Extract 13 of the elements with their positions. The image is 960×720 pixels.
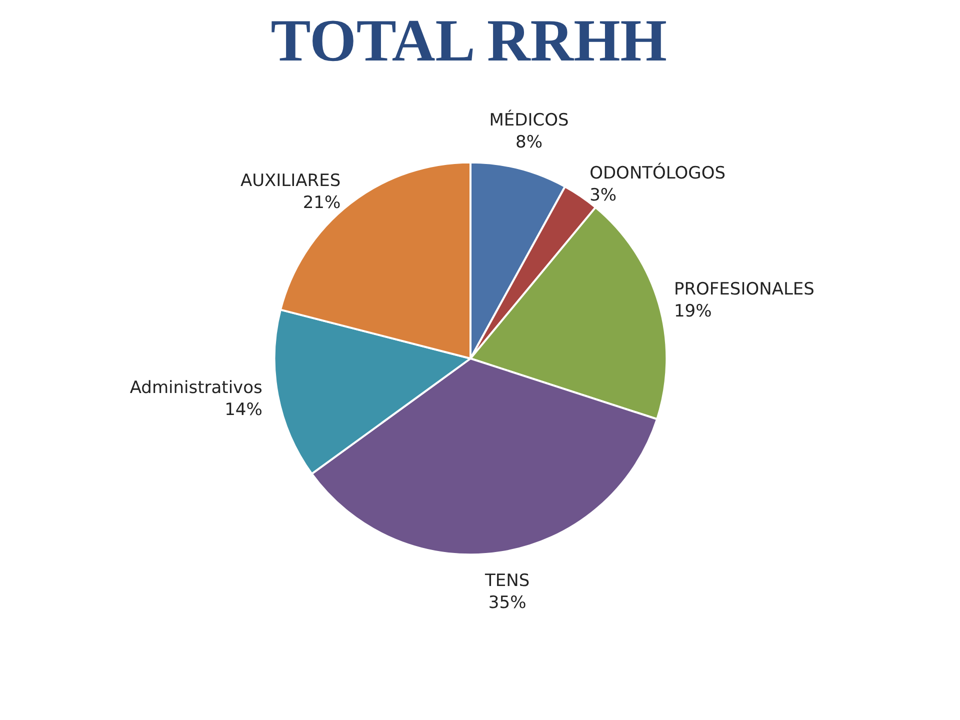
slice-label: AUXILIARES xyxy=(240,171,341,192)
data-label: 8% xyxy=(516,132,543,153)
slice-label: ODONTÓLOGOS xyxy=(590,162,726,184)
slice-label: TENS xyxy=(484,570,530,591)
data-label: 35% xyxy=(488,592,526,613)
data-label: 3% xyxy=(590,185,617,206)
slice-label: MÉDICOS xyxy=(489,110,569,131)
data-label: 14% xyxy=(224,400,262,420)
data-label: 19% xyxy=(674,301,712,322)
slice-label: Administrativos xyxy=(130,378,263,398)
chart-title: TOTAL RRHH xyxy=(270,8,667,74)
slice-label: PROFESIONALES xyxy=(674,279,814,300)
data-label: 21% xyxy=(302,193,341,214)
